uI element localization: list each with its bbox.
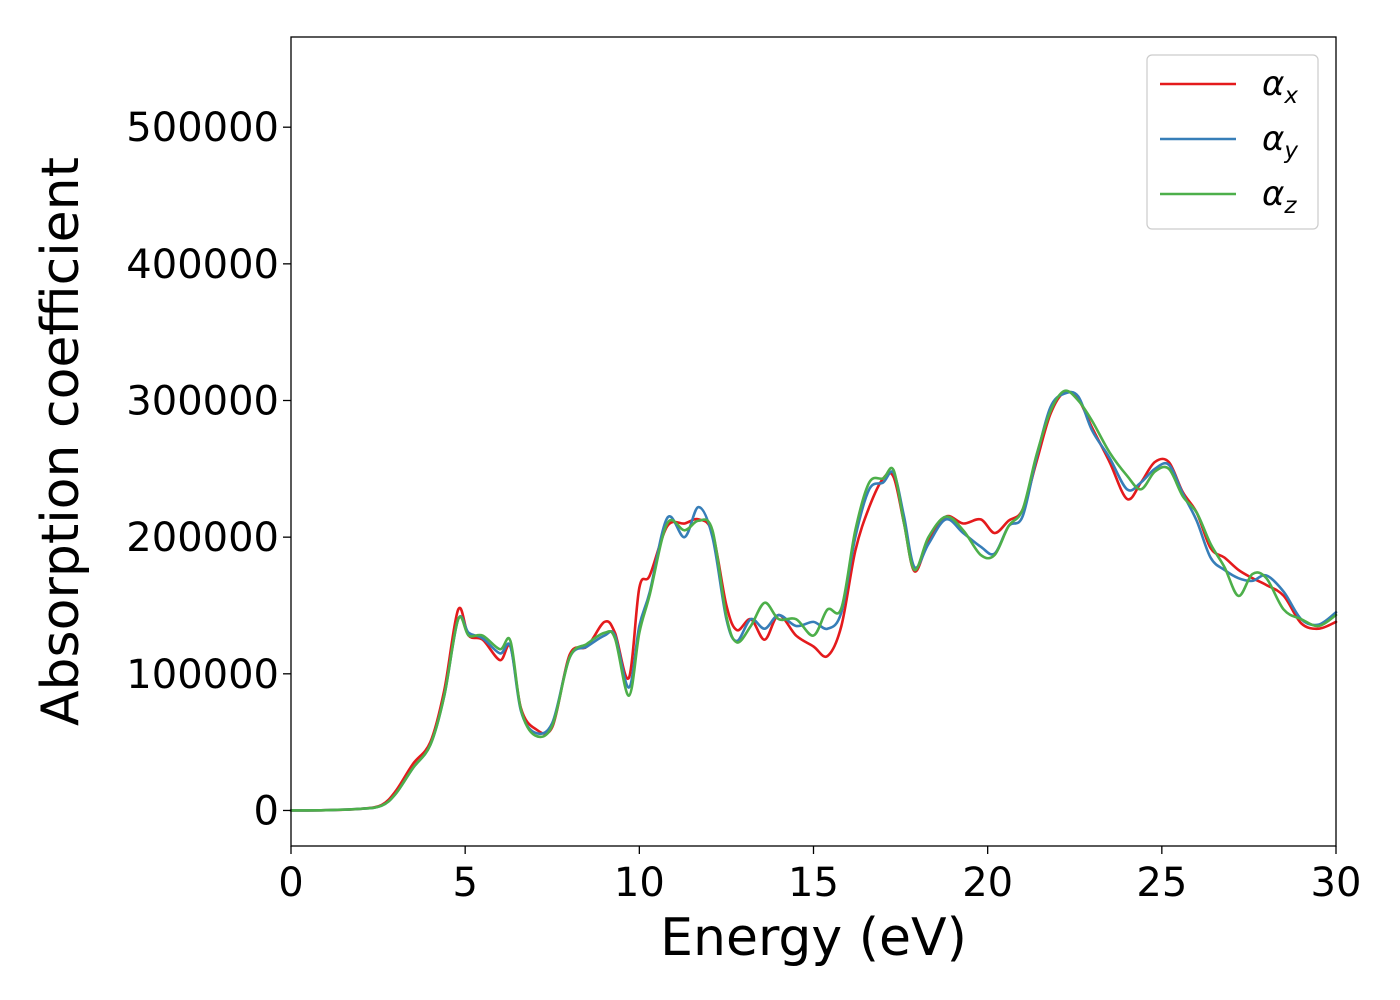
y-tick-label: 200000 [126, 515, 279, 561]
y-axis-ticks: 0 100000 200000 300000 400000 500000 [126, 105, 291, 834]
legend-label-y: αy [1262, 119, 1298, 164]
x-tick-label: 20 [962, 860, 1013, 906]
y-tick-label: 500000 [126, 105, 279, 151]
x-tick-label: 5 [452, 860, 477, 906]
legend-entries: αx αy αz [1160, 64, 1298, 219]
x-tick-label: 25 [1136, 860, 1187, 906]
x-tick-label: 10 [614, 860, 665, 906]
series-line-x [289, 390, 1338, 812]
x-tick-label: 30 [1311, 860, 1362, 906]
plot-lines [289, 389, 1338, 812]
y-tick-label: 300000 [126, 379, 279, 425]
x-axis-ticks: 0 5 10 15 20 25 30 [278, 846, 1361, 906]
x-axis-label: Energy (eV) [660, 908, 967, 968]
y-tick-label: 400000 [126, 242, 279, 288]
series-line-y [289, 390, 1338, 812]
x-tick-label: 0 [278, 860, 303, 906]
series-line-z [289, 389, 1338, 812]
legend-label-z: αz [1262, 174, 1297, 219]
y-tick-label: 0 [254, 788, 279, 834]
x-tick-label: 15 [788, 860, 839, 906]
legend: αx αy αz [1146, 54, 1319, 230]
legend-box [1146, 54, 1319, 230]
y-tick-label: 100000 [126, 652, 279, 698]
y-axis-label: Absorption coefficient [31, 157, 91, 726]
legend-label-x: αx [1262, 64, 1298, 109]
